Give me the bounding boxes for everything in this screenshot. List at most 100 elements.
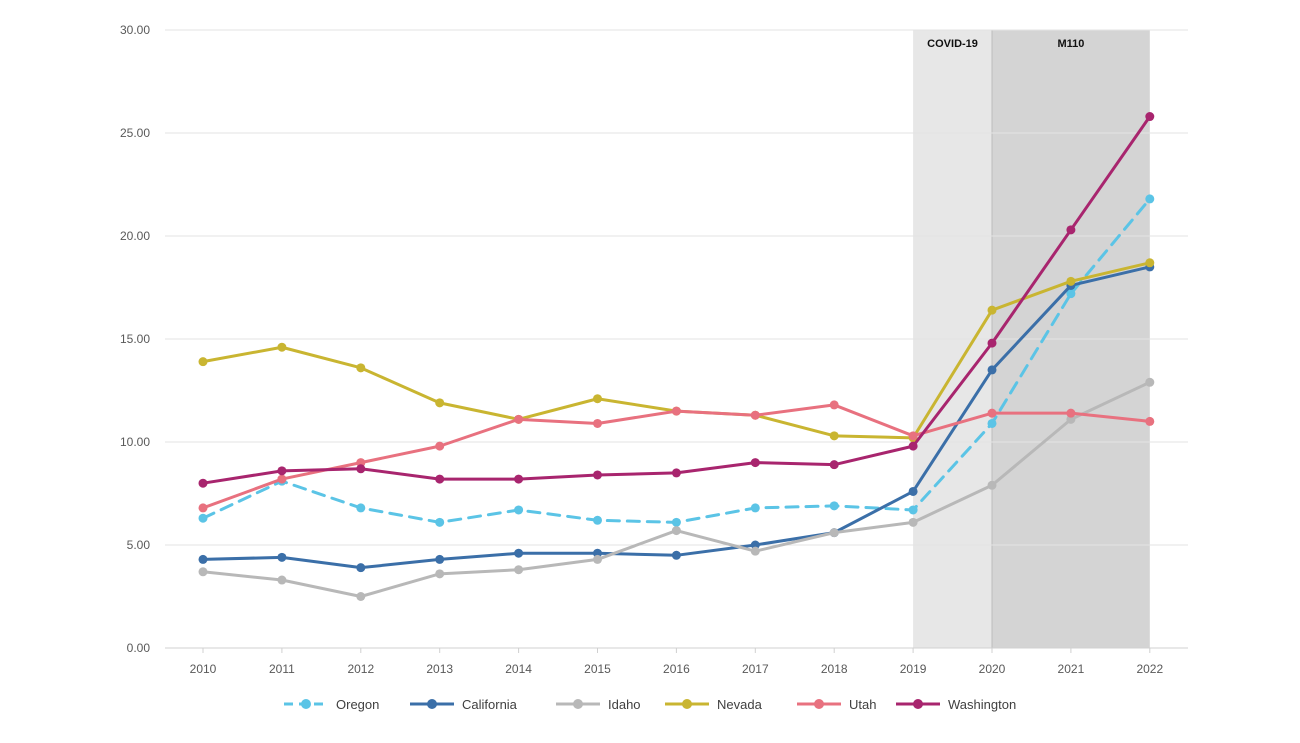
data-point [435, 441, 445, 451]
data-point [593, 515, 602, 525]
y-tick-label: 10.00 [120, 435, 150, 449]
data-point [514, 414, 524, 424]
x-tick-label: 2020 [979, 662, 1006, 676]
legend-item-oregon: Oregon [284, 697, 379, 712]
data-point [198, 357, 208, 367]
data-point [356, 592, 366, 601]
legend-swatch-marker [682, 699, 692, 709]
data-point [1145, 194, 1155, 204]
data-point [593, 418, 602, 428]
x-tick-label: 2016 [663, 662, 690, 676]
data-point [1145, 258, 1155, 268]
data-point [435, 398, 445, 408]
data-point [514, 474, 524, 484]
data-point [908, 441, 918, 451]
data-point [829, 460, 839, 470]
legend-label: California [462, 697, 518, 712]
data-point [198, 513, 208, 523]
data-point [435, 474, 445, 484]
data-point [987, 305, 997, 315]
data-point [1145, 416, 1155, 426]
data-point [356, 563, 366, 573]
legend-item-idaho: Idaho [556, 697, 641, 712]
data-point [987, 338, 997, 348]
data-point [356, 458, 366, 468]
x-tick-label: 2015 [584, 662, 611, 676]
data-point [593, 548, 602, 558]
data-point [356, 464, 366, 474]
data-point [277, 575, 287, 585]
x-tick-label: 2013 [426, 662, 453, 676]
legend-swatch-marker [301, 699, 311, 709]
data-point [1066, 408, 1076, 418]
data-point [1145, 377, 1155, 387]
series-california [198, 262, 1155, 573]
series-lines [198, 112, 1155, 601]
y-tick-label: 30.00 [120, 23, 150, 37]
x-tick-label: 2010 [190, 662, 217, 676]
x-tick-label: 2011 [269, 662, 295, 676]
x-tick-label: 2012 [347, 662, 374, 676]
legend-item-washington: Washington [896, 697, 1016, 712]
data-point [356, 503, 366, 513]
series-oregon [198, 194, 1155, 527]
data-point [671, 550, 681, 560]
legend-label: Utah [849, 697, 876, 712]
data-point [829, 400, 839, 410]
data-point [514, 565, 524, 575]
legend-label: Oregon [336, 697, 379, 712]
data-point [750, 503, 760, 513]
data-point [198, 478, 208, 488]
data-point [829, 431, 839, 441]
legend-label: Washington [948, 697, 1016, 712]
x-tick-label: 2017 [742, 662, 769, 676]
legend: Oregon California Idaho Nevada Utah Washingto… [284, 697, 1016, 712]
data-point [198, 567, 208, 577]
x-tick-label: 2019 [900, 662, 927, 676]
data-point [750, 546, 760, 556]
legend-item-california: California [410, 697, 518, 712]
y-tick-label: 20.00 [120, 229, 150, 243]
y-tick-label: 25.00 [120, 126, 150, 140]
data-point [435, 554, 445, 564]
legend-swatch-marker [913, 699, 923, 709]
data-point [1066, 276, 1076, 286]
legend-swatch-marker [814, 699, 824, 709]
data-point [908, 505, 918, 515]
data-point [750, 540, 760, 550]
data-point [750, 410, 760, 420]
data-point [435, 517, 445, 527]
x-tick-label: 2018 [821, 662, 848, 676]
data-point [593, 394, 602, 404]
legend-item-nevada: Nevada [665, 697, 763, 712]
data-point [671, 517, 681, 527]
data-point [908, 517, 918, 527]
band-label: M110 [1057, 38, 1084, 50]
series-washington [198, 112, 1155, 488]
data-point [987, 365, 997, 375]
data-point [1145, 112, 1155, 122]
data-point [987, 418, 997, 428]
series-idaho [198, 377, 1155, 601]
y-tick-label: 15.00 [120, 332, 150, 346]
data-point [987, 408, 997, 418]
y-tick-label: 5.00 [127, 538, 151, 552]
x-tick-label: 2022 [1136, 662, 1163, 676]
y-tick-label: 0.00 [127, 641, 151, 655]
legend-swatch-marker [573, 699, 583, 709]
data-point [671, 468, 681, 478]
data-point [671, 526, 681, 536]
data-point [356, 363, 366, 373]
gridlines [165, 29, 1188, 649]
data-point [593, 470, 602, 480]
data-point [908, 486, 918, 496]
data-point [277, 342, 287, 352]
legend-item-utah: Utah [797, 697, 876, 712]
legend-label: Idaho [608, 697, 641, 712]
band-label: COVID-19 [927, 38, 978, 50]
legend-swatch-marker [427, 699, 437, 709]
data-point [198, 554, 208, 564]
data-point [1066, 225, 1076, 235]
data-point [198, 503, 208, 513]
